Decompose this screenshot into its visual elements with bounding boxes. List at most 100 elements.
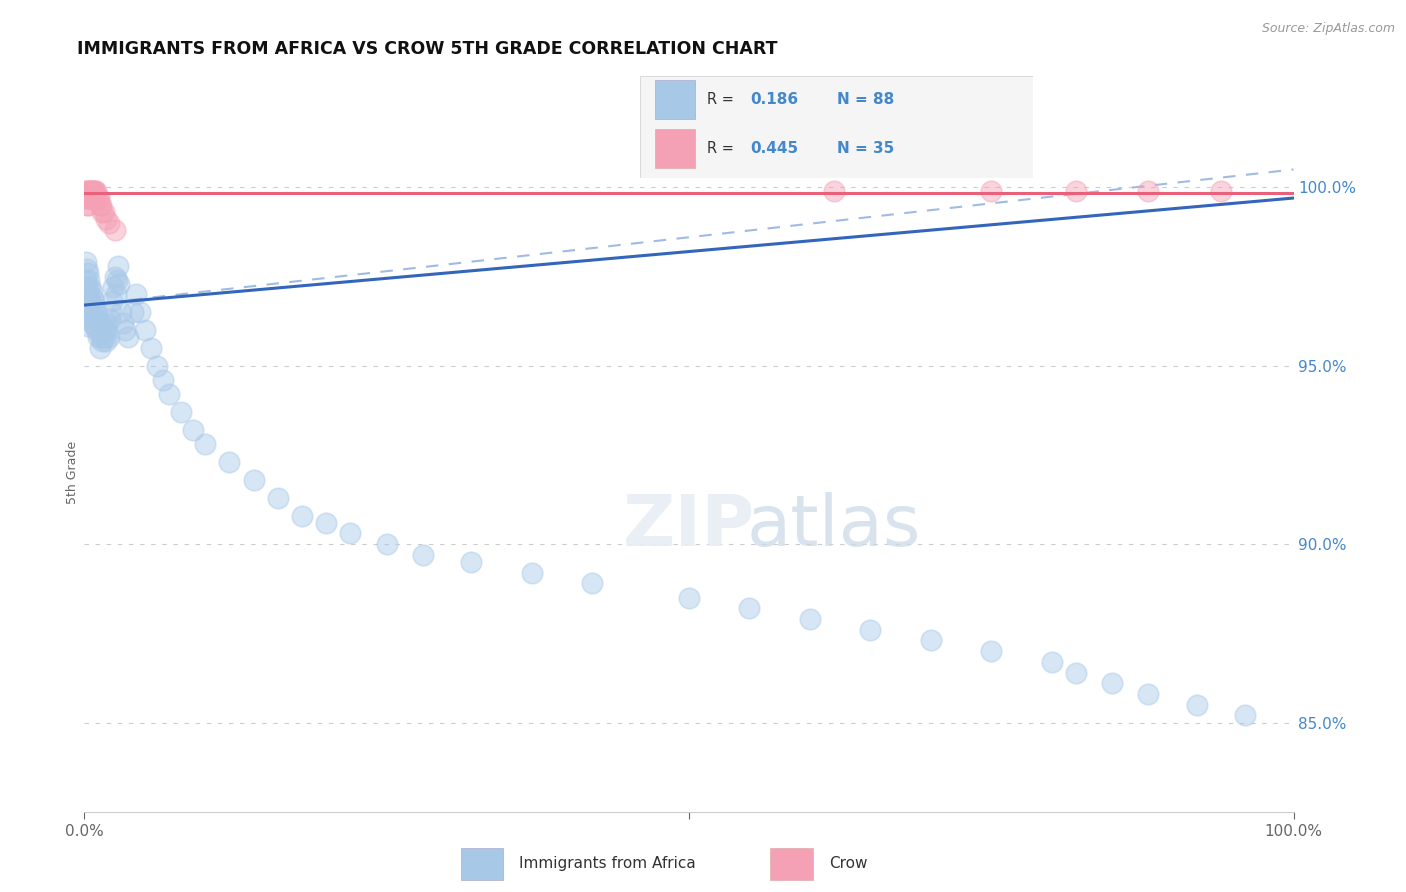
Point (76, 298, 98, 312)
Point (117, 330, 139, 344)
Point (89, 341, 111, 355)
Point (678, 591, 700, 605)
Text: R =: R = (707, 141, 738, 156)
Point (79, 191, 101, 205)
Point (1137, 687, 1160, 701)
Point (86, 330, 108, 344)
Point (87, 191, 110, 205)
Point (339, 526, 361, 541)
Point (146, 359, 169, 373)
Point (84, 184, 107, 198)
Point (77, 266, 100, 280)
Text: atlas: atlas (747, 492, 921, 561)
Point (75, 184, 97, 198)
Point (980, 184, 1002, 198)
Point (1040, 655, 1063, 669)
Point (94, 334, 117, 348)
Point (79, 312, 101, 326)
Point (79, 294, 101, 309)
Point (91, 334, 114, 348)
Point (1137, 184, 1160, 198)
Point (170, 405, 193, 419)
Point (77, 191, 100, 205)
Point (79, 184, 101, 198)
Point (581, 576, 603, 591)
Point (77, 291, 100, 305)
FancyBboxPatch shape (655, 80, 695, 119)
Text: N = 88: N = 88 (837, 92, 894, 107)
Point (94, 316, 117, 330)
Point (86, 312, 108, 326)
Point (105, 273, 128, 287)
Point (83, 312, 105, 326)
Point (76, 184, 98, 198)
Point (114, 323, 136, 337)
Point (738, 601, 761, 615)
Y-axis label: 5th Grade: 5th Grade (66, 442, 79, 504)
Point (77, 198, 100, 212)
Point (920, 633, 942, 648)
Point (101, 294, 124, 309)
FancyBboxPatch shape (640, 76, 1033, 178)
Point (97, 216, 120, 230)
Point (86, 305, 108, 319)
FancyBboxPatch shape (770, 848, 813, 880)
Point (82, 309, 104, 323)
Text: Crow: Crow (830, 855, 868, 871)
Text: 0.445: 0.445 (749, 141, 799, 156)
Point (91, 316, 114, 330)
Text: IMMIGRANTS FROM AFRICA VS CROW 5TH GRADE CORRELATION CHART: IMMIGRANTS FROM AFRICA VS CROW 5TH GRADE… (77, 40, 778, 58)
Point (77, 184, 100, 198)
Point (75, 291, 97, 305)
Point (103, 280, 125, 294)
Point (107, 259, 129, 273)
Point (77, 184, 100, 198)
Text: ZIP: ZIP (623, 492, 755, 561)
Point (152, 373, 174, 387)
Point (108, 277, 131, 291)
Point (80, 184, 103, 198)
Point (90, 198, 112, 212)
Point (134, 323, 156, 337)
Point (181, 423, 204, 437)
Point (76, 198, 98, 212)
Point (89, 198, 111, 212)
Point (93, 205, 115, 219)
Point (859, 623, 882, 637)
Point (157, 387, 180, 401)
Point (84, 191, 107, 205)
FancyBboxPatch shape (655, 129, 695, 168)
Point (1185, 698, 1208, 712)
Point (80, 298, 103, 312)
Point (412, 548, 434, 562)
Point (194, 437, 217, 451)
Point (121, 305, 143, 319)
Point (104, 223, 127, 237)
Point (79, 280, 101, 294)
Point (375, 537, 398, 551)
Point (139, 341, 162, 355)
Point (125, 287, 148, 301)
Point (91, 205, 114, 219)
Point (96, 323, 118, 337)
Point (80, 284, 103, 298)
Text: R =: R = (707, 92, 738, 107)
Point (520, 566, 543, 580)
Text: Immigrants from Africa: Immigrants from Africa (519, 855, 696, 871)
Point (82, 184, 104, 198)
Point (87, 316, 110, 330)
Point (460, 555, 482, 569)
Text: 0.186: 0.186 (749, 92, 799, 107)
Point (83, 191, 105, 205)
Point (90, 330, 112, 344)
Point (83, 294, 105, 309)
Text: N = 35: N = 35 (837, 141, 894, 156)
Point (267, 491, 290, 505)
Point (80, 316, 103, 330)
Point (76, 191, 98, 205)
Text: Source: ZipAtlas.com: Source: ZipAtlas.com (1261, 22, 1395, 36)
Point (77, 191, 100, 205)
Point (291, 508, 314, 523)
Point (82, 191, 104, 205)
Point (84, 319, 107, 334)
